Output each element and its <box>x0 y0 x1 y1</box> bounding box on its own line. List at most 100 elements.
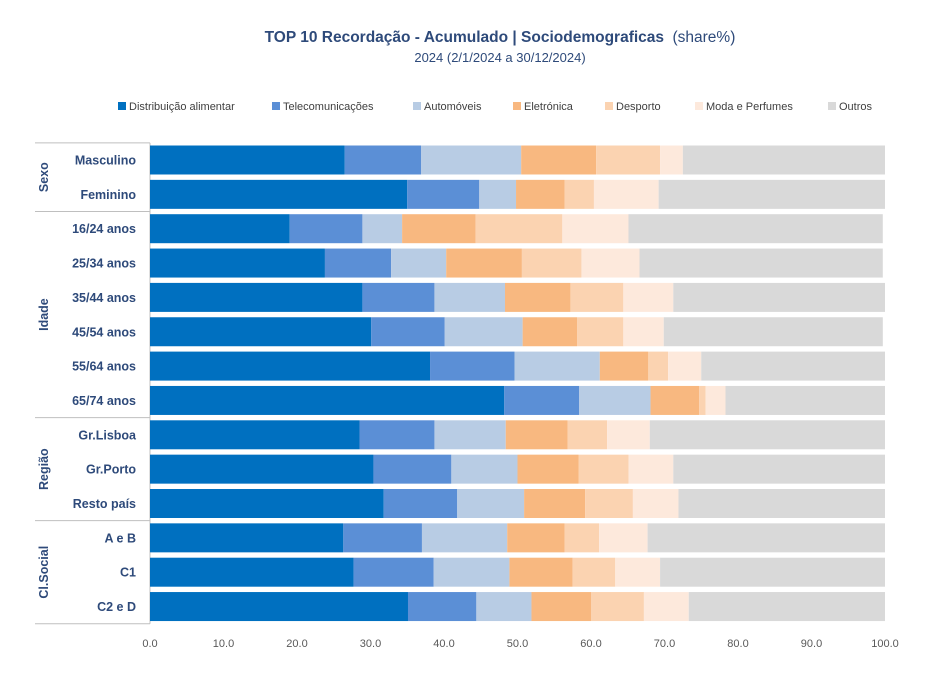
legend-item-outros: Outros <box>828 101 873 113</box>
bar-segment-moda-e-perfumes <box>705 385 726 415</box>
legend-label: Moda e Perfumes <box>706 101 793 113</box>
bar-segment-telecomunicacoes <box>383 489 458 518</box>
bar-segment-eletronica <box>402 214 476 244</box>
group-label-regiao: Região <box>37 448 51 490</box>
bar-row-gr-lisboa <box>150 420 885 450</box>
legend-item-telecomunicacoes: Telecomunicações <box>272 101 374 113</box>
bar-segment-automoveis <box>579 385 651 415</box>
bar-segment-eletronica <box>650 385 700 415</box>
group-label-sexo: Sexo <box>37 162 51 192</box>
category-label: Feminino <box>80 188 136 202</box>
bar-segment-telecomunicacoes <box>343 523 422 553</box>
bar-segment-desporto <box>596 145 661 175</box>
chart-title-suffix: (share%) <box>672 29 735 46</box>
legend-item-eletronica: Eletrónica <box>513 101 574 113</box>
bar-segment-moda-e-perfumes <box>581 248 640 278</box>
legend-swatch <box>828 102 836 110</box>
bar-row-masculino <box>150 145 886 175</box>
x-tick-label: 20.0 <box>286 638 307 650</box>
bar-segment-desporto <box>699 385 706 415</box>
bar-row-c1 <box>150 557 885 587</box>
bar-segment-telecomunicacoes <box>359 420 435 450</box>
bar-segment-moda-e-perfumes <box>660 145 683 175</box>
bar-segment-desporto <box>578 454 629 484</box>
bar-segment-desporto <box>572 557 616 587</box>
bar-row-35-44-anos <box>150 282 885 312</box>
bar-segment-automoveis <box>479 179 517 209</box>
x-tick-label: 0.0 <box>142 638 157 650</box>
x-tick-label: 80.0 <box>727 638 748 650</box>
bar-segment-eletronica <box>505 420 568 450</box>
bar-segment-eletronica <box>531 592 591 622</box>
bar-segment-automoveis <box>391 248 447 278</box>
group-label-cl-social: Cl.Social <box>37 546 51 599</box>
bar-segment-desporto <box>521 248 582 278</box>
bar-segment-distribuicao-alimentar <box>150 317 372 347</box>
legend-swatch <box>513 102 521 110</box>
bar-segment-telecomunicacoes <box>371 317 445 347</box>
legend-label: Distribuição alimentar <box>129 101 235 113</box>
bar-segment-moda-e-perfumes <box>607 420 650 450</box>
category-axis: Masculino Feminino 16/24 anos 25/34 anos 35/… <box>72 154 137 615</box>
bar-row-16-24-anos <box>150 214 883 244</box>
bar-segment-automoveis <box>434 282 505 312</box>
chart-title-line: TOP 10 Recordação - Acumulado | Sociodem… <box>265 29 736 46</box>
bar-segment-distribuicao-alimentar <box>150 145 345 175</box>
legend-swatch <box>605 102 613 110</box>
bar-segment-eletronica <box>509 557 573 587</box>
bar-segment-automoveis <box>362 214 403 244</box>
legend-swatch <box>272 102 280 110</box>
x-tick-label: 10.0 <box>213 638 234 650</box>
bar-row-25-34-anos <box>150 248 883 278</box>
bar-segment-telecomunicacoes <box>430 351 515 381</box>
bar-segment-distribuicao-alimentar <box>150 282 363 312</box>
category-label: 65/74 anos <box>72 394 136 408</box>
legend-swatch <box>118 102 126 110</box>
bar-segment-moda-e-perfumes <box>599 523 648 553</box>
x-tick-label: 70.0 <box>654 638 675 650</box>
bar-segment-moda-e-perfumes <box>632 489 679 518</box>
category-label: A e B <box>105 531 137 545</box>
bar-segment-outros <box>688 592 885 622</box>
legend-swatch <box>695 102 703 110</box>
bar-segment-automoveis <box>444 317 523 347</box>
category-label: 25/34 anos <box>72 257 136 271</box>
bar-segment-outros <box>647 523 885 553</box>
bar-segment-outros <box>673 282 885 312</box>
bar-segment-telecomunicacoes <box>373 454 452 484</box>
legend-item-automoveis: Automóveis <box>413 101 482 113</box>
bar-segment-telecomunicacoes <box>504 385 580 415</box>
legend-label: Outros <box>839 101 873 113</box>
bar-segment-telecomunicacoes <box>324 248 392 278</box>
bar-segment-automoveis <box>514 351 600 381</box>
bar-segment-eletronica <box>522 317 578 347</box>
bar-segment-distribuicao-alimentar <box>150 248 325 278</box>
category-label: Masculino <box>75 154 136 168</box>
bar-segment-eletronica <box>516 179 565 209</box>
bar-segment-outros <box>649 420 885 450</box>
bar-segment-desporto <box>591 592 644 622</box>
bars <box>150 145 886 622</box>
bar-row-resto-pais <box>150 489 885 518</box>
bar-segment-desporto <box>570 282 624 312</box>
bar-segment-telecomunicacoes <box>407 592 477 622</box>
bar-segment-moda-e-perfumes <box>623 317 664 347</box>
bar-segment-moda-e-perfumes <box>562 214 629 244</box>
bar-segment-moda-e-perfumes <box>623 282 674 312</box>
bar-segment-outros <box>682 145 886 175</box>
bar-segment-telecomunicacoes <box>344 145 422 175</box>
x-tick-label: 100.0 <box>871 638 899 650</box>
legend-swatch <box>413 102 421 110</box>
bar-segment-telecomunicacoes <box>407 179 480 209</box>
bar-segment-automoveis <box>421 523 508 553</box>
group-axis: Sexo Idade Região Cl.Social <box>35 142 151 625</box>
bar-segment-telecomunicacoes <box>362 282 435 312</box>
bar-segment-distribuicao-alimentar <box>150 454 374 484</box>
bar-segment-desporto <box>564 523 600 553</box>
x-tick-label: 50.0 <box>507 638 528 650</box>
bar-segment-outros <box>658 179 885 209</box>
group-label-idade: Idade <box>37 298 51 331</box>
bar-segment-outros <box>663 317 883 347</box>
category-label: Gr.Porto <box>86 463 136 477</box>
